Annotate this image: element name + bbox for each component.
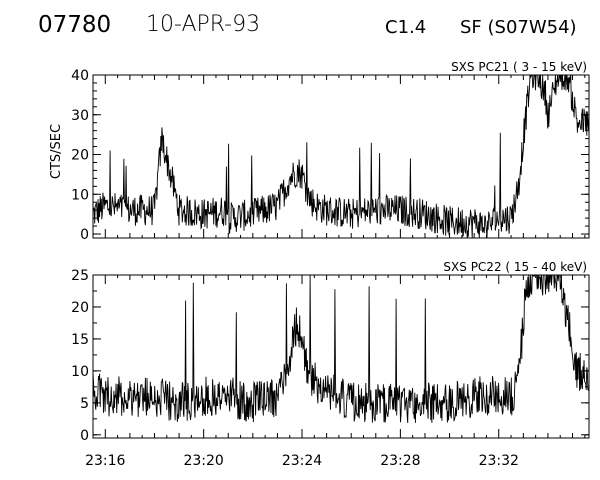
y-tick-label-2-1: 5 — [80, 396, 89, 412]
y-tick-label-2-5: 25 — [71, 268, 89, 284]
plot-frame-2 — [92, 274, 590, 439]
y-tick-label-1-2: 20 — [71, 148, 89, 164]
event-id: 07780 — [38, 12, 112, 38]
y-tick-label-2-3: 15 — [71, 332, 89, 348]
panel-title-2: SXS PC22 ( 15 - 40 keV) — [443, 260, 587, 274]
x-tick-label-1: 23:20 — [183, 453, 223, 469]
plot-frame-1 — [92, 74, 590, 239]
goes-class: C1.4 — [385, 17, 427, 38]
y-tick-label-1-0: 0 — [80, 227, 89, 243]
y-tick-label-2-0: 0 — [80, 428, 89, 444]
x-tick-label-4: 23:32 — [479, 453, 519, 469]
flare-location: SF (S07W54) — [460, 17, 577, 38]
x-tick-label-0: 23:16 — [85, 453, 125, 469]
x-tick-label-2: 23:24 — [282, 453, 322, 469]
lightcurve-1 — [92, 74, 590, 239]
event-date: 10-APR-93 — [146, 12, 261, 37]
y-tick-label-2-2: 10 — [71, 364, 89, 380]
y-tick-label-2-4: 20 — [71, 300, 89, 316]
y-axis-label: CTS/SEC — [49, 124, 64, 179]
y-tick-label-1-1: 10 — [71, 187, 89, 203]
y-tick-label-1-3: 30 — [71, 108, 89, 124]
x-tick-label-3: 23:28 — [380, 453, 420, 469]
lightcurve-2 — [92, 274, 590, 423]
panel-title-1: SXS PC21 ( 3 - 15 keV) — [451, 60, 587, 74]
y-tick-label-1-4: 40 — [71, 68, 89, 84]
